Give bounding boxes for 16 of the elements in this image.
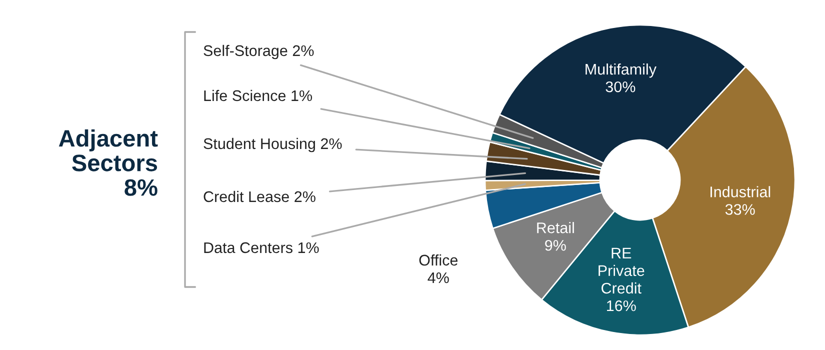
data-label: 4%: [428, 272, 449, 284]
data-label: 16%: [607, 300, 636, 312]
data-label: 9%: [545, 240, 566, 251]
data-label: 30%: [606, 81, 636, 92]
text: Adjacent Sectors 8%: [58, 129, 158, 196]
slice-label: Student Housing 2%: [204, 138, 342, 152]
slice-label: Self-Storage 2%: [204, 44, 314, 60]
slice-label: Multifamily: [586, 63, 656, 78]
slice-label: Retail: [537, 222, 574, 234]
slice-label: RE Private Credit: [598, 248, 644, 294]
slice-label: Office: [419, 254, 458, 266]
slice-label: Industrial: [710, 186, 770, 198]
slice-label: Life Science 1%: [204, 90, 312, 102]
slice-label: Credit Lease 2%: [204, 190, 316, 202]
data-label: 33%: [725, 204, 755, 215]
slice-label: Data Centers 1%: [204, 242, 319, 254]
